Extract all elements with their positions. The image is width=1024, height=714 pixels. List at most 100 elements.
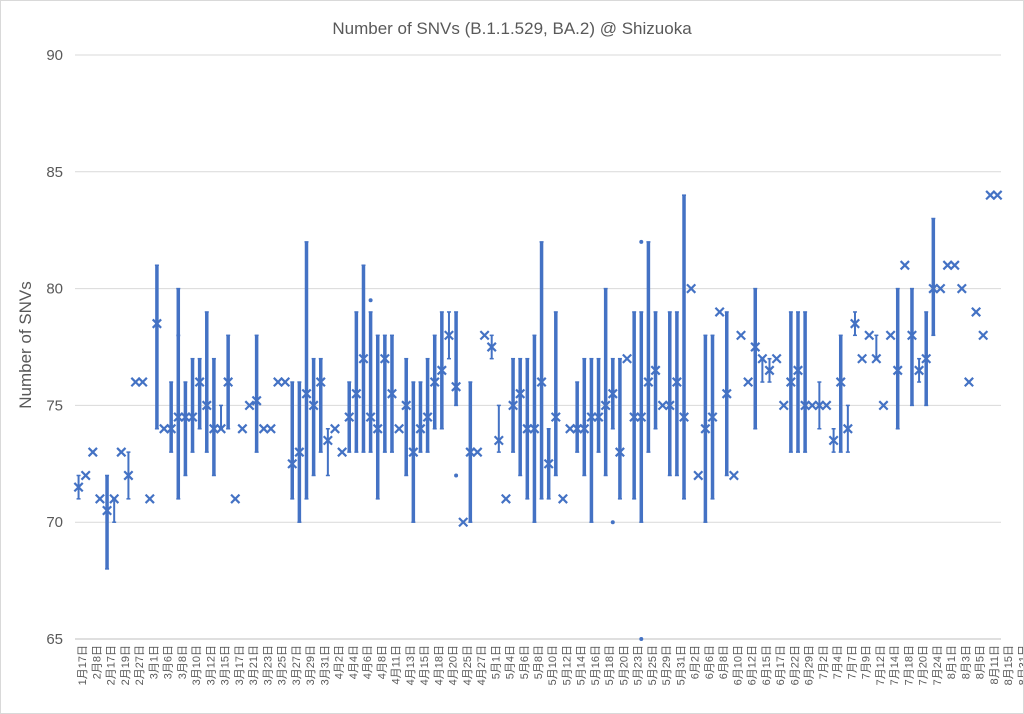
mean-marker-stroke bbox=[151, 318, 162, 329]
range-bars bbox=[76, 194, 936, 570]
outlier-dot bbox=[610, 520, 615, 525]
mean-marker bbox=[144, 493, 155, 504]
mean-marker bbox=[87, 447, 98, 458]
x-tick-label: 4月13日 bbox=[405, 645, 417, 685]
mean-marker bbox=[116, 447, 127, 458]
mean-marker-stroke bbox=[280, 377, 291, 388]
mean-marker-stroke bbox=[223, 377, 234, 388]
x-tick-label: 5月6日 bbox=[519, 645, 531, 679]
mean-marker-stroke bbox=[358, 353, 369, 364]
mean-marker bbox=[365, 412, 376, 423]
mean-marker-stroke bbox=[771, 353, 782, 364]
mean-marker-stroke bbox=[365, 412, 376, 423]
y-tick-label: 70 bbox=[46, 514, 63, 531]
mean-marker bbox=[785, 377, 796, 388]
mean-marker bbox=[379, 353, 390, 364]
mean-marker-stroke bbox=[472, 447, 483, 458]
mean-marker bbox=[401, 400, 412, 411]
x-tick-label: 7月9日 bbox=[861, 645, 873, 679]
y-tick-label: 75 bbox=[46, 397, 63, 414]
x-tick-label: 8月3日 bbox=[960, 645, 972, 679]
x-tick-label: 5月12日 bbox=[561, 645, 573, 685]
mean-marker-stroke bbox=[857, 353, 868, 364]
mean-marker bbox=[956, 283, 967, 294]
x-tick-label: 6月6日 bbox=[704, 645, 716, 679]
mean-marker bbox=[714, 306, 725, 317]
x-tick-label: 5月25日 bbox=[647, 645, 659, 685]
x-tick-label: 3月12日 bbox=[205, 645, 217, 685]
mean-marker bbox=[693, 470, 704, 481]
mean-marker bbox=[721, 388, 732, 399]
mean-marker bbox=[764, 365, 775, 376]
mean-marker-stroke bbox=[835, 377, 846, 388]
mean-marker bbox=[436, 365, 447, 376]
mean-marker-stroke bbox=[194, 377, 205, 388]
mean-marker bbox=[992, 190, 1003, 201]
x-tick-label: 3月6日 bbox=[163, 645, 175, 679]
mean-marker-stroke bbox=[301, 388, 312, 399]
mean-marker bbox=[386, 388, 397, 399]
mean-marker-stroke bbox=[764, 365, 775, 376]
mean-marker bbox=[885, 330, 896, 341]
x-tick-label: 3月29日 bbox=[305, 645, 317, 685]
mean-marker-stroke bbox=[479, 330, 490, 341]
mean-marker-stroke bbox=[137, 377, 148, 388]
x-tick-label: 4月8日 bbox=[376, 645, 388, 679]
mean-marker-stroke bbox=[643, 377, 654, 388]
mean-marker bbox=[479, 330, 490, 341]
mean-marker bbox=[422, 412, 433, 423]
x-tick-label: 8月11日 bbox=[989, 645, 1001, 685]
mean-marker bbox=[643, 377, 654, 388]
mean-marker-stroke bbox=[308, 400, 319, 411]
mean-marker bbox=[123, 470, 134, 481]
mean-marker bbox=[536, 377, 547, 388]
mean-marker bbox=[622, 353, 633, 364]
mean-marker-stroke bbox=[914, 365, 925, 376]
x-tick-label: 3月21日 bbox=[248, 645, 260, 685]
mean-marker-stroke bbox=[493, 435, 504, 446]
mean-marker bbox=[543, 458, 554, 469]
mean-marker-stroke bbox=[123, 470, 134, 481]
mean-marker bbox=[337, 447, 348, 458]
mean-marker bbox=[636, 412, 647, 423]
mean-marker-stroke bbox=[436, 365, 447, 376]
mean-marker bbox=[280, 377, 291, 388]
mean-marker bbox=[892, 365, 903, 376]
chart-title: Number of SNVs (B.1.1.529, BA.2) @ Shizu… bbox=[332, 19, 692, 38]
mean-marker bbox=[458, 517, 469, 528]
mean-marker bbox=[408, 447, 419, 458]
mean-marker bbox=[921, 353, 932, 364]
mean-marker-stroke bbox=[94, 493, 105, 504]
x-tick-label: 5月4日 bbox=[505, 645, 517, 679]
mean-marker bbox=[971, 306, 982, 317]
x-tick-label: 3月8日 bbox=[177, 645, 189, 679]
x-tick-label: 6月2日 bbox=[690, 645, 702, 679]
mean-marker bbox=[607, 388, 618, 399]
x-tick-label: 8月1日 bbox=[946, 645, 958, 679]
x-tick-label: 4月18日 bbox=[433, 645, 445, 685]
mean-marker bbox=[614, 447, 625, 458]
mean-marker-stroke bbox=[386, 388, 397, 399]
mean-marker bbox=[187, 412, 198, 423]
y-tick-labels: 65 70 75 80 85 90 bbox=[46, 47, 63, 648]
mean-marker bbox=[600, 400, 611, 411]
mean-marker bbox=[828, 435, 839, 446]
mean-marker-stroke bbox=[337, 447, 348, 458]
mean-marker-stroke bbox=[963, 377, 974, 388]
x-tick-label: 6月8日 bbox=[718, 645, 730, 679]
mean-marker bbox=[109, 493, 120, 504]
mean-marker bbox=[508, 400, 519, 411]
mean-marker bbox=[793, 365, 803, 376]
mean-marker-stroke bbox=[500, 493, 511, 504]
x-tick-label: 4月25日 bbox=[462, 645, 474, 685]
mean-marker bbox=[978, 330, 989, 341]
mean-marker-stroke bbox=[458, 517, 469, 528]
gridlines bbox=[75, 54, 1001, 640]
mean-marker-stroke bbox=[230, 493, 241, 504]
mean-marker-stroke bbox=[216, 423, 227, 434]
x-tick-label: 7月12日 bbox=[875, 645, 887, 685]
mean-marker-stroke bbox=[679, 412, 690, 423]
mean-marker-stroke bbox=[650, 365, 661, 376]
x-tick-labels: 1月17日 2月8日 2月17日 2月19日 2月27日 3月1日 3月6日 3月8日 3月10… bbox=[77, 645, 1023, 685]
mean-marker-stroke bbox=[244, 400, 255, 411]
